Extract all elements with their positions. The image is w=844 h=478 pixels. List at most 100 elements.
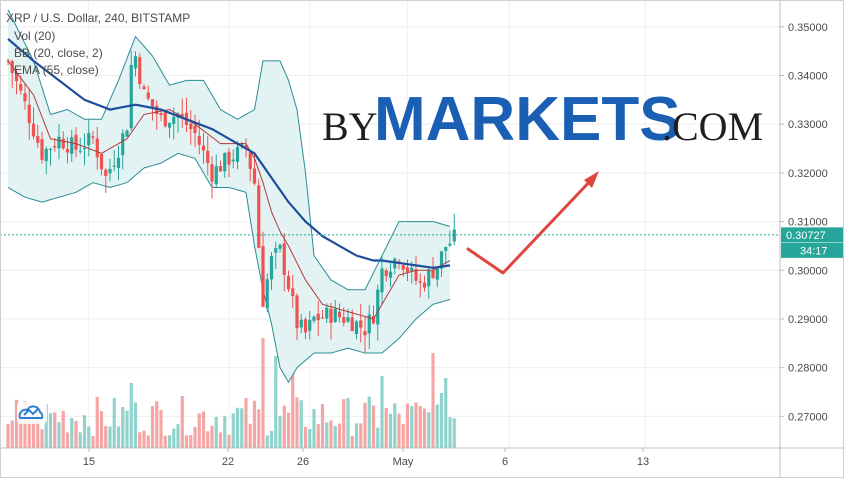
candle-body [325,307,329,319]
tradingview-cloud-icon[interactable] [17,402,47,424]
volume-bar [197,413,201,448]
volume-bar [176,424,180,448]
candle-body [346,317,350,322]
candle-body [244,145,248,149]
candle-body [31,123,36,137]
volume-bar [65,432,70,448]
y-tick-label: 0.27000 [788,411,828,423]
candle-body [274,248,278,253]
x-tick-label: 13 [637,456,649,468]
volume-bar [312,409,316,448]
candle-body [14,73,19,82]
candle-body [180,113,184,117]
candle-body [401,265,405,270]
indicator-lines [7,38,451,320]
candle-body [125,130,129,137]
volume-bar [57,422,61,448]
volume-bar [439,393,444,448]
candle-body [70,137,74,154]
volume-bar [265,435,269,448]
volume-bar [206,431,210,448]
candle-body [23,93,27,102]
bb-fill [8,9,450,383]
volume-bar [286,412,291,448]
candle-body [248,152,252,169]
volume-bar [316,424,320,448]
candle-body [189,123,193,130]
x-tick-label: 6 [502,456,508,468]
chart-title: XRP / U.S. Dollar, 240, BITSTAMP [6,11,190,25]
y-tick-label: 0.30000 [788,265,828,277]
volume-bar [431,353,435,448]
candle-body [163,112,167,127]
volume-bar [78,432,82,448]
candle-body [265,279,269,309]
volume-bar [146,435,150,448]
volume-bar [308,428,312,448]
candle-body [78,150,82,152]
candle-body [87,132,91,146]
volume-bar [74,420,78,448]
volume-bar [363,402,367,448]
volume-bar [61,410,65,448]
volume-bar [129,383,133,448]
arrow-line [466,175,596,275]
candle-body [138,57,142,84]
volume-bar [444,378,448,448]
volume-bar [269,430,274,448]
volume-bar [6,423,10,448]
volume-bar [376,427,380,448]
candle-body [252,168,257,184]
candle-body [371,315,376,324]
arrow-head [584,171,599,188]
volume-bar [36,404,40,448]
candle-body [74,134,78,150]
x-tick-label: 26 [297,456,309,468]
volume-bar [414,402,418,448]
volume-bar [427,412,431,448]
volume-bar [291,363,295,448]
volume-bar [87,426,91,448]
last-price-badge [781,227,843,243]
volume-bar [282,405,286,448]
candle-body [227,151,231,165]
candle-body [329,308,333,323]
candle-body [410,267,414,272]
volume-bar [14,399,19,448]
volume-bar [27,419,31,448]
ema-line [7,38,451,269]
volume-bar [193,426,197,448]
candle-body [57,136,61,149]
candle-body [286,276,291,290]
candle-body [214,166,218,185]
candle-body [388,271,393,278]
candle-body [418,281,422,283]
volume-bar [248,423,252,448]
candle-body [27,104,31,124]
volume-bar [367,396,371,448]
candle-body [431,270,435,278]
last-price-label: 0.30727 [786,230,826,242]
candle-body [312,316,316,321]
volume-bar [405,403,410,448]
watermark-main: MARKETS [374,85,681,154]
candle-body [308,319,312,331]
candle-body [159,113,163,116]
candle-body [61,138,65,149]
volume-bar [116,426,121,448]
volume-bar [333,426,337,448]
candle-body [367,314,371,334]
candle-body [393,258,397,269]
candle-body [439,251,444,269]
candle-body [95,138,99,158]
candle-body [295,295,299,329]
bb-basis-line [7,60,451,320]
volume-bar [359,423,363,448]
candle-body [435,267,439,280]
candle-body [337,311,342,318]
price-badge: 0.30727 34:17 [781,227,843,258]
candle-body [414,269,418,281]
volume-bar [223,416,227,448]
volume-bar [401,424,405,448]
